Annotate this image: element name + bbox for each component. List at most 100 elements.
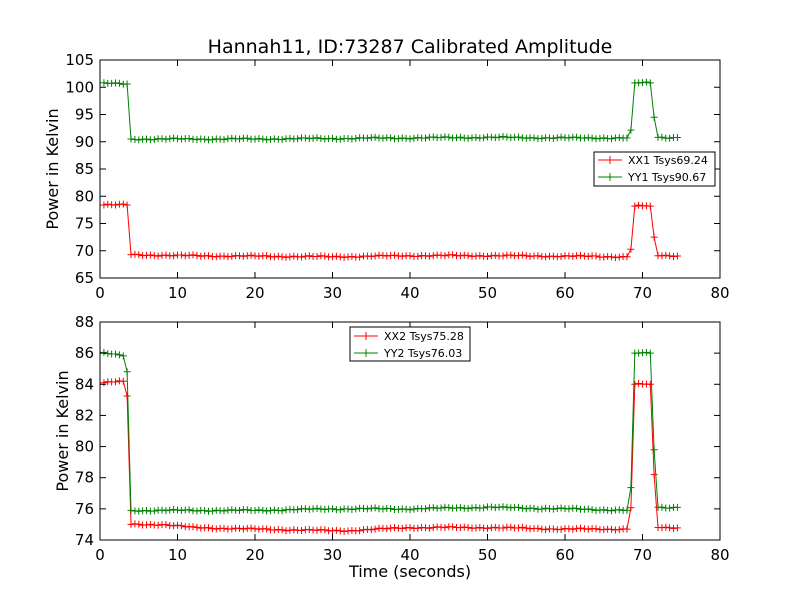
bottom-series-1-point bbox=[584, 505, 592, 513]
top-series-0-point bbox=[189, 251, 197, 259]
top-series-1-point bbox=[410, 134, 418, 142]
bottom-series-0-point bbox=[666, 524, 674, 532]
top-series-0-point bbox=[615, 253, 623, 261]
bottom-legend: XX2 Tsys75.28 YY2 Tsys76.03 bbox=[349, 326, 471, 362]
top-series-1-point bbox=[464, 134, 472, 142]
top-series-1-point bbox=[236, 135, 243, 143]
top-x-tick-label: 60 bbox=[555, 284, 574, 302]
bottom-series-1-point bbox=[456, 504, 464, 512]
bottom-series-0-point bbox=[429, 524, 437, 531]
bottom-series-1-point bbox=[600, 506, 608, 514]
bottom-series-1-point bbox=[243, 506, 251, 514]
top-series-0-point bbox=[673, 252, 681, 260]
top-series-1-point bbox=[185, 135, 193, 142]
top-series-0-point bbox=[650, 233, 658, 241]
bottom-series-1-point bbox=[208, 507, 216, 515]
bottom-series-0-point bbox=[484, 524, 491, 532]
bottom-series-1-point bbox=[119, 352, 127, 360]
top-series-0-point bbox=[154, 252, 162, 260]
bottom-y-tick-label: 88 bbox=[75, 313, 94, 331]
top-series-0-point bbox=[425, 252, 433, 260]
top-series-1-point bbox=[100, 79, 108, 87]
legend-label-xx1: XX1 Tsys69.24 bbox=[628, 154, 708, 167]
bottom-series-0-point bbox=[278, 526, 286, 534]
top-series-0-point bbox=[263, 252, 271, 260]
bottom-series-1-point bbox=[123, 368, 131, 376]
bottom-ticks: 0 10 20 30 40 50 60 70 80 74 76 78 80 82 84 86 88 bbox=[75, 313, 730, 564]
top-y-axis-label: Power in Kelvin bbox=[43, 108, 62, 229]
bottom-series-0-point bbox=[305, 526, 313, 533]
bottom-series-1-point bbox=[193, 507, 201, 515]
top-series-1-point bbox=[208, 136, 216, 144]
bottom-series-0-point bbox=[286, 526, 294, 534]
top-series-1-point bbox=[515, 133, 522, 141]
bottom-series-1-point bbox=[565, 505, 573, 513]
top-series-0-point bbox=[406, 252, 414, 260]
top-series-0-point bbox=[220, 252, 228, 260]
bottom-series-0-point bbox=[522, 524, 530, 532]
top-x-tick-label: 50 bbox=[478, 284, 497, 302]
bottom-series-1-point bbox=[650, 446, 658, 454]
top-series-1-point bbox=[150, 136, 158, 144]
bottom-subplot: Power in Kelvin Time (seconds) 0 10 20 30 40… bbox=[53, 313, 730, 581]
bottom-series-1-point bbox=[410, 505, 418, 513]
top-series-1-point bbox=[259, 135, 267, 143]
top-series-0-point bbox=[348, 253, 356, 260]
top-y-tick-label: 95 bbox=[75, 106, 94, 124]
bottom-series-1-point bbox=[185, 506, 193, 514]
top-series-0-point bbox=[608, 253, 615, 261]
top-series-0-point bbox=[549, 252, 557, 260]
top-plot-area bbox=[100, 78, 681, 262]
bottom-series-1-point bbox=[278, 507, 286, 515]
bottom-series-0-point bbox=[592, 525, 600, 533]
bottom-series-0-point bbox=[557, 525, 565, 533]
bottom-series-1-point bbox=[464, 505, 472, 513]
top-series-1-point bbox=[115, 79, 123, 87]
bottom-series-0-point bbox=[247, 524, 255, 532]
top-series-1-point bbox=[549, 134, 557, 142]
legend-label-xx2: XX2 Tsys75.28 bbox=[384, 330, 464, 343]
top-series-0-point bbox=[298, 253, 305, 261]
x-axis-label: Time (seconds) bbox=[348, 562, 471, 581]
bottom-series-0-point bbox=[154, 521, 162, 529]
top-series-0-point bbox=[600, 253, 608, 261]
bottom-series-1-point bbox=[623, 506, 631, 514]
bottom-series-0-point bbox=[650, 471, 658, 479]
top-series-0-point bbox=[522, 252, 530, 260]
bottom-y-tick-label: 82 bbox=[75, 406, 94, 424]
top-x-tick-label: 80 bbox=[710, 284, 729, 302]
bottom-series-0-point bbox=[631, 380, 639, 388]
bottom-y-axis-label: Power in Kelvin bbox=[53, 370, 72, 491]
top-series-1-point bbox=[650, 113, 658, 121]
bottom-series-0-point bbox=[542, 526, 550, 534]
bottom-series-0-point bbox=[646, 380, 654, 388]
top-series-0-point bbox=[623, 253, 631, 261]
top-series-0-point bbox=[449, 251, 457, 259]
bottom-series-0-point bbox=[449, 523, 457, 531]
top-series-1-point bbox=[336, 135, 344, 143]
top-series-0-point bbox=[635, 201, 643, 209]
bottom-series-1-point bbox=[100, 348, 108, 356]
bottom-y-tick-label: 76 bbox=[75, 500, 94, 518]
bottom-series-1-point bbox=[220, 507, 228, 515]
top-series-1-point bbox=[480, 134, 488, 142]
bottom-series-0-point bbox=[491, 523, 499, 531]
top-subplot: Power in Kelvin 0 10 20 30 40 50 60 70 80 65 70 75 8… bbox=[43, 51, 730, 302]
top-series-0-point bbox=[135, 251, 143, 259]
bottom-series-1-point bbox=[530, 504, 538, 512]
bottom-series-0-point bbox=[371, 525, 379, 533]
bottom-series-0-point bbox=[332, 526, 340, 534]
top-series-1-point bbox=[220, 136, 228, 144]
bottom-series-0-point bbox=[220, 524, 228, 532]
bottom-y-tick-label: 74 bbox=[75, 531, 94, 549]
top-series-0-point bbox=[414, 252, 422, 260]
bottom-x-tick-label: 50 bbox=[478, 546, 497, 564]
bottom-series-0-point bbox=[584, 525, 592, 533]
top-series-1-point bbox=[135, 136, 143, 144]
bottom-series-1-point bbox=[658, 503, 666, 511]
top-x-tick-label: 0 bbox=[95, 284, 105, 302]
bottom-series-0-point bbox=[414, 524, 422, 532]
top-series-1-point bbox=[429, 133, 437, 141]
bottom-series-1-point bbox=[503, 503, 511, 511]
bottom-series-0-point bbox=[635, 380, 643, 387]
